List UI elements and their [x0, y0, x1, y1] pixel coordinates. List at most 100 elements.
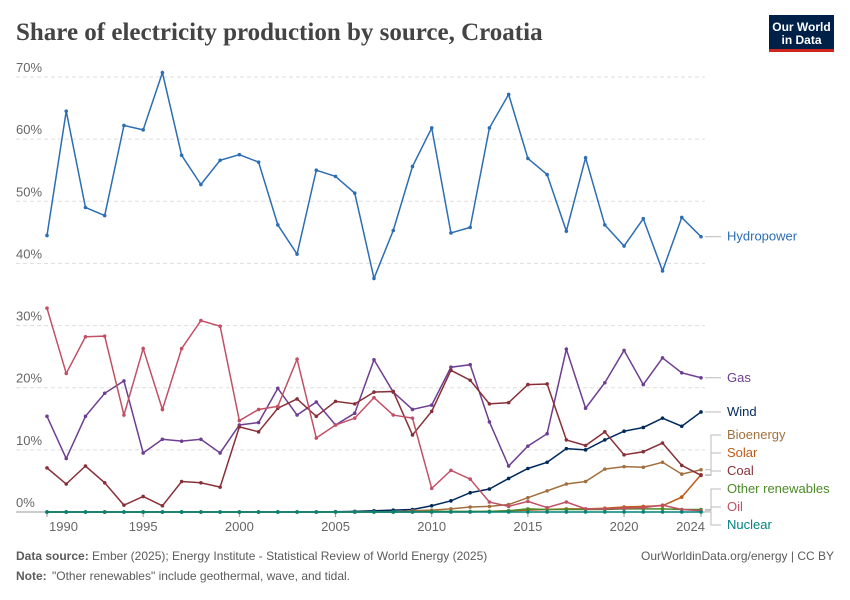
point — [429, 403, 434, 407]
label-connector — [705, 506, 721, 512]
point — [622, 510, 626, 514]
point — [545, 510, 549, 514]
point — [314, 436, 319, 440]
point — [660, 503, 665, 507]
point — [333, 174, 338, 179]
point — [468, 362, 472, 367]
point — [526, 466, 530, 471]
point — [679, 510, 684, 514]
point — [603, 223, 607, 227]
point — [699, 375, 703, 380]
point — [314, 510, 319, 514]
point — [237, 152, 242, 157]
point — [468, 510, 472, 514]
point — [583, 479, 588, 484]
point — [545, 382, 549, 386]
point — [64, 456, 69, 461]
chart-title: Share of electricity production by sourc… — [16, 19, 543, 46]
y-tick-label: 50% — [16, 184, 42, 199]
point — [333, 510, 338, 514]
point — [641, 216, 646, 221]
point — [526, 495, 530, 500]
point — [622, 506, 626, 511]
point — [391, 389, 396, 394]
y-tick-label: 0% — [16, 495, 35, 510]
point — [160, 407, 165, 412]
point — [45, 306, 49, 310]
point — [506, 464, 511, 468]
x-tick-label: 1995 — [129, 519, 158, 534]
point — [179, 510, 184, 514]
point — [141, 510, 145, 514]
point — [218, 158, 222, 163]
series-line — [46, 307, 702, 512]
point — [603, 438, 607, 442]
point — [564, 500, 569, 504]
point — [679, 495, 684, 499]
point — [160, 510, 165, 514]
point — [141, 494, 145, 499]
point — [564, 347, 569, 351]
point — [295, 510, 299, 514]
point — [237, 425, 242, 429]
point — [545, 172, 549, 177]
point — [199, 480, 203, 485]
y-tick-label: 70% — [16, 60, 42, 75]
point — [583, 448, 588, 452]
label-connector — [705, 434, 721, 471]
point — [102, 510, 107, 514]
point — [429, 510, 434, 514]
point — [526, 156, 530, 161]
point — [276, 510, 280, 514]
point — [449, 368, 453, 373]
point — [564, 446, 569, 451]
point — [410, 433, 415, 437]
point — [506, 476, 511, 481]
point — [660, 441, 665, 445]
point — [83, 464, 88, 468]
point — [583, 510, 588, 514]
point — [468, 490, 472, 495]
point — [699, 510, 703, 514]
point — [699, 467, 703, 472]
point — [564, 482, 569, 486]
point — [545, 489, 549, 493]
label-connector — [705, 470, 721, 476]
point — [410, 510, 415, 514]
point — [122, 123, 126, 128]
point — [679, 507, 684, 512]
label-connector — [705, 488, 721, 511]
point — [468, 477, 472, 481]
legend-label: Other renewables — [727, 481, 830, 496]
point — [295, 397, 299, 401]
point — [660, 460, 665, 465]
x-tick-label: 2000 — [225, 519, 254, 534]
point — [102, 334, 107, 338]
point — [487, 510, 492, 514]
point — [583, 507, 588, 511]
point — [141, 128, 145, 132]
point — [429, 486, 434, 491]
point — [660, 507, 665, 511]
point — [179, 479, 184, 484]
point — [122, 379, 126, 383]
label-connector — [705, 452, 721, 476]
point — [506, 92, 511, 97]
point — [218, 451, 222, 455]
point — [410, 416, 415, 420]
point — [83, 510, 88, 514]
point — [449, 365, 453, 370]
point — [429, 409, 434, 414]
point — [237, 418, 242, 423]
series-line — [46, 346, 702, 468]
point — [468, 378, 472, 383]
point — [391, 413, 396, 417]
point — [45, 414, 49, 419]
point — [295, 413, 299, 417]
point — [583, 443, 588, 448]
legend-label: Gas — [727, 370, 751, 385]
point — [352, 416, 357, 420]
y-tick-label: 30% — [16, 309, 42, 324]
point — [583, 155, 588, 160]
point — [622, 244, 626, 248]
